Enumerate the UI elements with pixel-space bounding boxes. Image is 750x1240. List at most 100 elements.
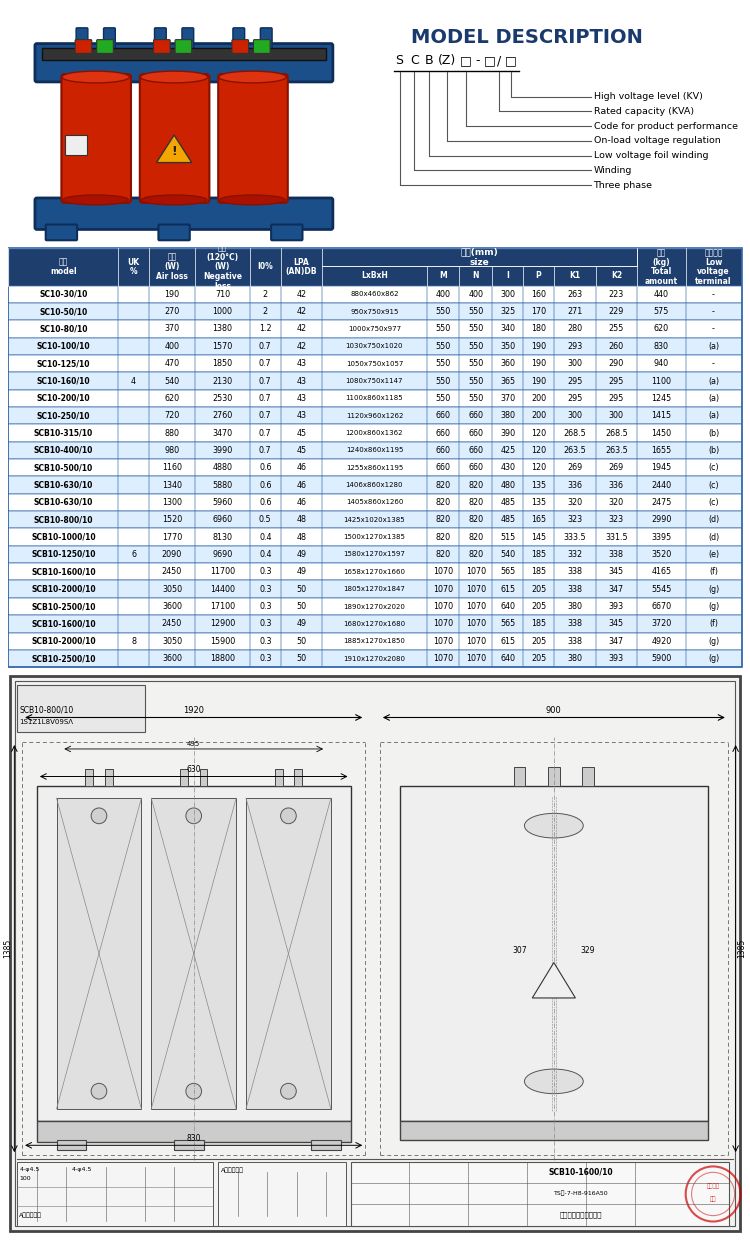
Bar	[118, 494, 149, 511]
Bar	[638, 528, 686, 546]
Text: 1805x1270x1847: 1805x1270x1847	[344, 587, 406, 593]
Bar	[554, 337, 596, 355]
Text: 1070: 1070	[466, 636, 486, 646]
Bar	[8, 511, 742, 528]
Bar	[554, 355, 596, 372]
Bar	[638, 424, 686, 441]
Text: 型号
model: 型号 model	[50, 258, 76, 277]
Text: 550: 550	[436, 377, 451, 386]
Bar	[524, 441, 554, 459]
Text: 1920: 1920	[183, 706, 204, 714]
Text: 1910x1270x2080: 1910x1270x2080	[344, 656, 406, 661]
Bar	[322, 248, 638, 265]
Bar	[8, 355, 742, 372]
Text: 120: 120	[531, 446, 546, 455]
Bar	[149, 407, 195, 424]
Text: 4920: 4920	[651, 636, 671, 646]
Bar	[149, 563, 195, 580]
Bar	[554, 615, 596, 632]
Bar	[250, 476, 280, 494]
Bar	[460, 337, 493, 355]
Text: 145: 145	[531, 533, 546, 542]
Text: Low voltage foil winding: Low voltage foil winding	[593, 151, 708, 160]
Text: 263.5: 263.5	[563, 446, 586, 455]
Text: 200: 200	[531, 412, 546, 420]
Bar	[524, 389, 554, 407]
Bar	[427, 337, 460, 355]
Bar	[8, 528, 742, 546]
Bar	[152, 799, 236, 1109]
Bar	[8, 476, 742, 494]
Text: 11700: 11700	[210, 568, 235, 577]
Ellipse shape	[141, 195, 207, 205]
Text: 49: 49	[296, 619, 307, 629]
Text: 390: 390	[500, 429, 515, 438]
Text: SCB10-630/10: SCB10-630/10	[34, 481, 93, 490]
Bar	[149, 320, 195, 337]
Bar	[524, 303, 554, 320]
Text: 380: 380	[567, 653, 582, 663]
Text: 540: 540	[500, 551, 515, 559]
FancyBboxPatch shape	[35, 43, 333, 82]
Text: 3990: 3990	[212, 446, 232, 455]
Text: 0.7: 0.7	[259, 394, 272, 403]
Bar	[686, 615, 742, 632]
Text: □: □	[460, 55, 472, 67]
Text: SCB10-630/10: SCB10-630/10	[34, 498, 93, 507]
Text: 14400: 14400	[210, 584, 235, 594]
Text: 2475: 2475	[651, 498, 671, 507]
Bar	[195, 372, 250, 389]
Text: SCB10-1600/10: SCB10-1600/10	[548, 1167, 613, 1177]
Text: 170: 170	[531, 308, 546, 316]
Text: 485: 485	[500, 498, 515, 507]
Bar	[8, 320, 742, 337]
Text: -: -	[476, 55, 480, 67]
FancyBboxPatch shape	[65, 135, 87, 155]
Text: □: □	[506, 55, 517, 67]
Bar	[149, 632, 195, 650]
Bar	[460, 320, 493, 337]
Text: 307: 307	[512, 946, 526, 955]
Text: 0.7: 0.7	[259, 429, 272, 438]
Text: 660: 660	[436, 446, 451, 455]
Bar	[686, 511, 742, 528]
Bar	[195, 355, 250, 372]
Text: 336: 336	[567, 481, 582, 490]
Text: 820: 820	[436, 533, 451, 542]
Text: 331.5: 331.5	[605, 533, 628, 542]
Bar	[118, 528, 149, 546]
Text: 338: 338	[567, 568, 582, 577]
Bar	[195, 528, 250, 546]
Bar	[118, 424, 149, 441]
Bar	[250, 337, 280, 355]
Bar	[596, 494, 638, 511]
Bar	[638, 441, 686, 459]
Bar	[493, 389, 524, 407]
Bar	[200, 769, 208, 786]
Bar	[8, 563, 742, 580]
Bar	[686, 441, 742, 459]
Text: 总量
(kg)
Total
amount: 总量 (kg) Total amount	[645, 248, 678, 286]
Text: 485: 485	[500, 516, 515, 525]
Bar	[322, 372, 427, 389]
Bar	[149, 441, 195, 459]
Text: 1070: 1070	[433, 568, 453, 577]
Text: 205: 205	[531, 601, 546, 611]
Text: (a): (a)	[708, 377, 719, 386]
Text: 0.6: 0.6	[259, 498, 272, 507]
Bar	[596, 580, 638, 598]
Bar	[427, 563, 460, 580]
Text: 268.5: 268.5	[605, 429, 628, 438]
Text: 223: 223	[609, 290, 624, 299]
Bar	[195, 632, 250, 650]
Text: 880x460x862: 880x460x862	[350, 291, 399, 298]
Text: 2450: 2450	[162, 619, 182, 629]
Bar	[493, 303, 524, 320]
Text: 370: 370	[500, 394, 515, 403]
Bar	[460, 563, 493, 580]
Bar	[8, 528, 118, 546]
Bar	[427, 441, 460, 459]
Text: -: -	[712, 360, 715, 368]
Text: 1945: 1945	[651, 464, 671, 472]
Bar	[118, 303, 149, 320]
